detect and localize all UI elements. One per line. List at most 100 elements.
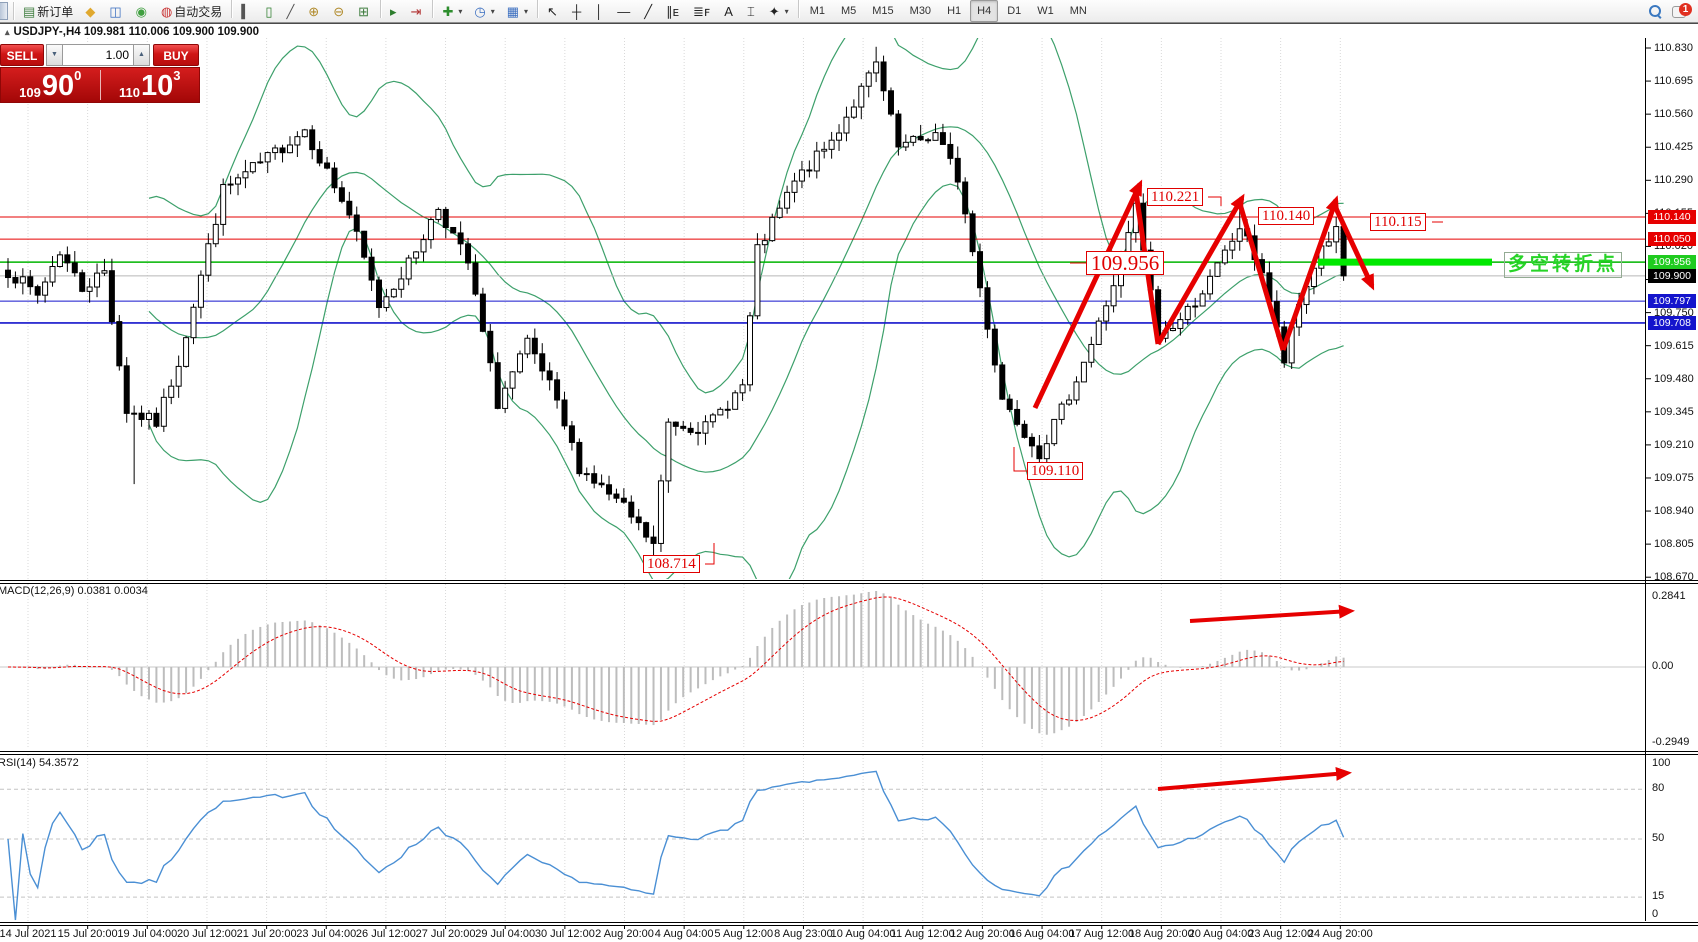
tf-m1-button[interactable]: M1 [809, 5, 825, 17]
vertical-line-button[interactable]: │ [590, 0, 610, 22]
new-order-button[interactable]: ▤ 新订单 [23, 3, 74, 19]
cursor-button[interactable]: ↖ [542, 0, 565, 22]
zoom-in-button[interactable]: ⊕ [303, 0, 326, 22]
bar-chart-button[interactable]: ▍ [236, 0, 258, 22]
tf-m5-button[interactable]: M5 [840, 5, 857, 17]
zoom-out-button[interactable]: ⊖ [328, 0, 351, 22]
text-button[interactable]: A [719, 0, 740, 22]
bar-chart-icon: ▍ [241, 3, 252, 19]
rsi-axis-label: 15 [1652, 890, 1665, 902]
clipped-window-icon [0, 2, 8, 20]
tf-d1-button[interactable]: D1 [1007, 5, 1022, 17]
chart-symbol-icon: ▴ [5, 26, 10, 37]
search-icon[interactable] [1649, 4, 1662, 19]
price-callout[interactable]: 109.110 [1027, 462, 1084, 480]
price-tick: 109.480 [1654, 372, 1694, 385]
sell-price[interactable]: 109 90 0 [19, 68, 82, 102]
time-axis-label: 10 Aug 04:00 [830, 928, 896, 940]
line-chart-icon: ╱ [286, 3, 295, 19]
price-tag: 109.797 [1648, 294, 1696, 309]
candlestick-chart-button[interactable]: ▯ [260, 0, 279, 22]
price-tick: 108.805 [1654, 538, 1694, 551]
tile-windows-button[interactable]: ⊞ [353, 0, 376, 22]
toolbar-groups: ▤ 新订单 ◆ ◫ ◉ ◍ 自动交易 ▍ ▯ ╱ ⊕ ⊖ ⊞ ▸ ⇥ ✚ ▾ ◷ ▾ ▦ ▾ ↖ ┼ │ — ╱ ∥ᴇ ≣ꜰ A ⌶ ✦ ▾ M… [17, 0, 1095, 22]
volume-decrease-button[interactable]: ▼ [46, 44, 63, 66]
chart-shift-button[interactable]: ⇥ [406, 0, 429, 22]
time-axis-label: 5 Aug 12:00 [714, 928, 774, 940]
notification-icon[interactable]: 1 [1672, 3, 1692, 19]
time-axis-label: 14 Jul 2021 [0, 928, 57, 940]
panel-separator[interactable] [0, 580, 1698, 581]
time-axis-label: 18 Aug 20:00 [1128, 928, 1194, 940]
rsi-axis-label: 0 [1652, 908, 1659, 920]
autotrading-button[interactable]: ◍ 自动交易 [160, 3, 223, 19]
time-axis-label: 2 Aug 20:00 [595, 928, 654, 940]
chevron-down-icon: ▾ [490, 6, 495, 16]
toolbar-right: 1 [1649, 3, 1698, 19]
macd-axis-label: 0.00 [1652, 660, 1674, 672]
tf-m30-button[interactable]: M30 [909, 5, 932, 17]
arrows-button[interactable]: ✦ ▾ [764, 0, 794, 22]
annotation-note[interactable]: 多空转折点 [1504, 252, 1623, 278]
navigator-button[interactable]: ◫ [104, 0, 128, 22]
templates-button[interactable]: ▦ ▾ [502, 0, 533, 22]
rsi-axis-label: 50 [1652, 832, 1665, 844]
periods-icon: ◷ [474, 3, 486, 19]
periods-button[interactable]: ◷ ▾ [469, 0, 499, 22]
crosshair-button[interactable]: ┼ [567, 0, 588, 22]
signal-button[interactable]: ◉ [131, 0, 154, 22]
chart-title-text: USDJPY-,H4 109.981 110.006 109.900 109.9… [13, 26, 260, 38]
buy-price[interactable]: 110 10 3 [119, 68, 181, 102]
time-axis-label: 20 Aug 04:00 [1188, 928, 1254, 940]
price-tag: 109.900 [1648, 268, 1696, 283]
panel-separator[interactable] [0, 751, 1698, 752]
time-axis-label: 16 Aug 04:00 [1009, 928, 1075, 940]
price-tick: 109.615 [1654, 339, 1694, 352]
text-label-button[interactable]: ⌶ [742, 0, 762, 22]
buy-button[interactable]: BUY [153, 44, 199, 66]
tile-windows-icon: ⊞ [358, 3, 370, 19]
price-callout[interactable]: 110.115 [1370, 213, 1426, 231]
line-chart-button[interactable]: ╱ [281, 0, 301, 22]
navigator-icon: ◫ [109, 3, 122, 19]
price-callout[interactable]: 110.140 [1258, 207, 1315, 225]
price-callout[interactable]: 109.956 [1086, 251, 1165, 275]
autotrading-icon: ◍ [160, 3, 173, 19]
signal-icon: ◉ [135, 3, 147, 19]
price-callout[interactable]: 110.221 [1147, 188, 1204, 206]
panel-separator[interactable] [0, 583, 1698, 584]
tf-h4-button[interactable]: H4 [970, 0, 999, 22]
auto-scroll-button[interactable]: ▸ [385, 0, 404, 22]
templates-icon: ▦ [506, 3, 520, 19]
macd-axis-label: 0.2841 [1652, 590, 1686, 602]
chevron-down-icon: ▾ [524, 6, 529, 16]
trendline-button[interactable]: ╱ [639, 0, 659, 22]
panel-separator[interactable] [0, 754, 1698, 755]
horizontal-line-button[interactable]: — [612, 0, 637, 22]
equidistant-channel-button[interactable]: ∥ᴇ [661, 0, 686, 22]
macd-label: MACD(12,26,9) 0.0381 0.0034 [0, 585, 148, 597]
one-click-trading-panel: SELL ▼ ▲ BUY 109 90 0 110 10 3 [0, 44, 200, 103]
indicators-button[interactable]: ✚ ▾ [437, 0, 467, 22]
notification-badge: 1 [1679, 3, 1692, 16]
new-order-icon: ▤ [23, 3, 36, 19]
price-callout[interactable]: 108.714 [643, 555, 700, 573]
price-tick: 110.830 [1654, 42, 1693, 54]
tf-m15-button[interactable]: M15 [872, 5, 894, 17]
zoom-in-icon: ⊕ [308, 3, 320, 19]
arrows-icon: ✦ [768, 3, 780, 19]
fibonacci-button[interactable]: ≣ꜰ [688, 0, 717, 22]
tf-w1-button[interactable]: W1 [1037, 5, 1054, 17]
volume-increase-button[interactable]: ▲ [133, 44, 150, 66]
price-display: 109 90 0 110 10 3 [0, 67, 200, 103]
time-axis-label: 27 Jul 20:00 [415, 928, 476, 940]
market-watch-button[interactable]: ◆ [80, 0, 102, 22]
tf-mn-button[interactable]: MN [1069, 5, 1087, 17]
tf-h1-button[interactable]: H1 [947, 5, 962, 17]
sell-button[interactable]: SELL [0, 44, 44, 66]
price-tick: 110.560 [1654, 108, 1693, 121]
volume-input[interactable] [63, 44, 133, 66]
time-axis-label: 15 Jul 20:00 [57, 928, 118, 940]
